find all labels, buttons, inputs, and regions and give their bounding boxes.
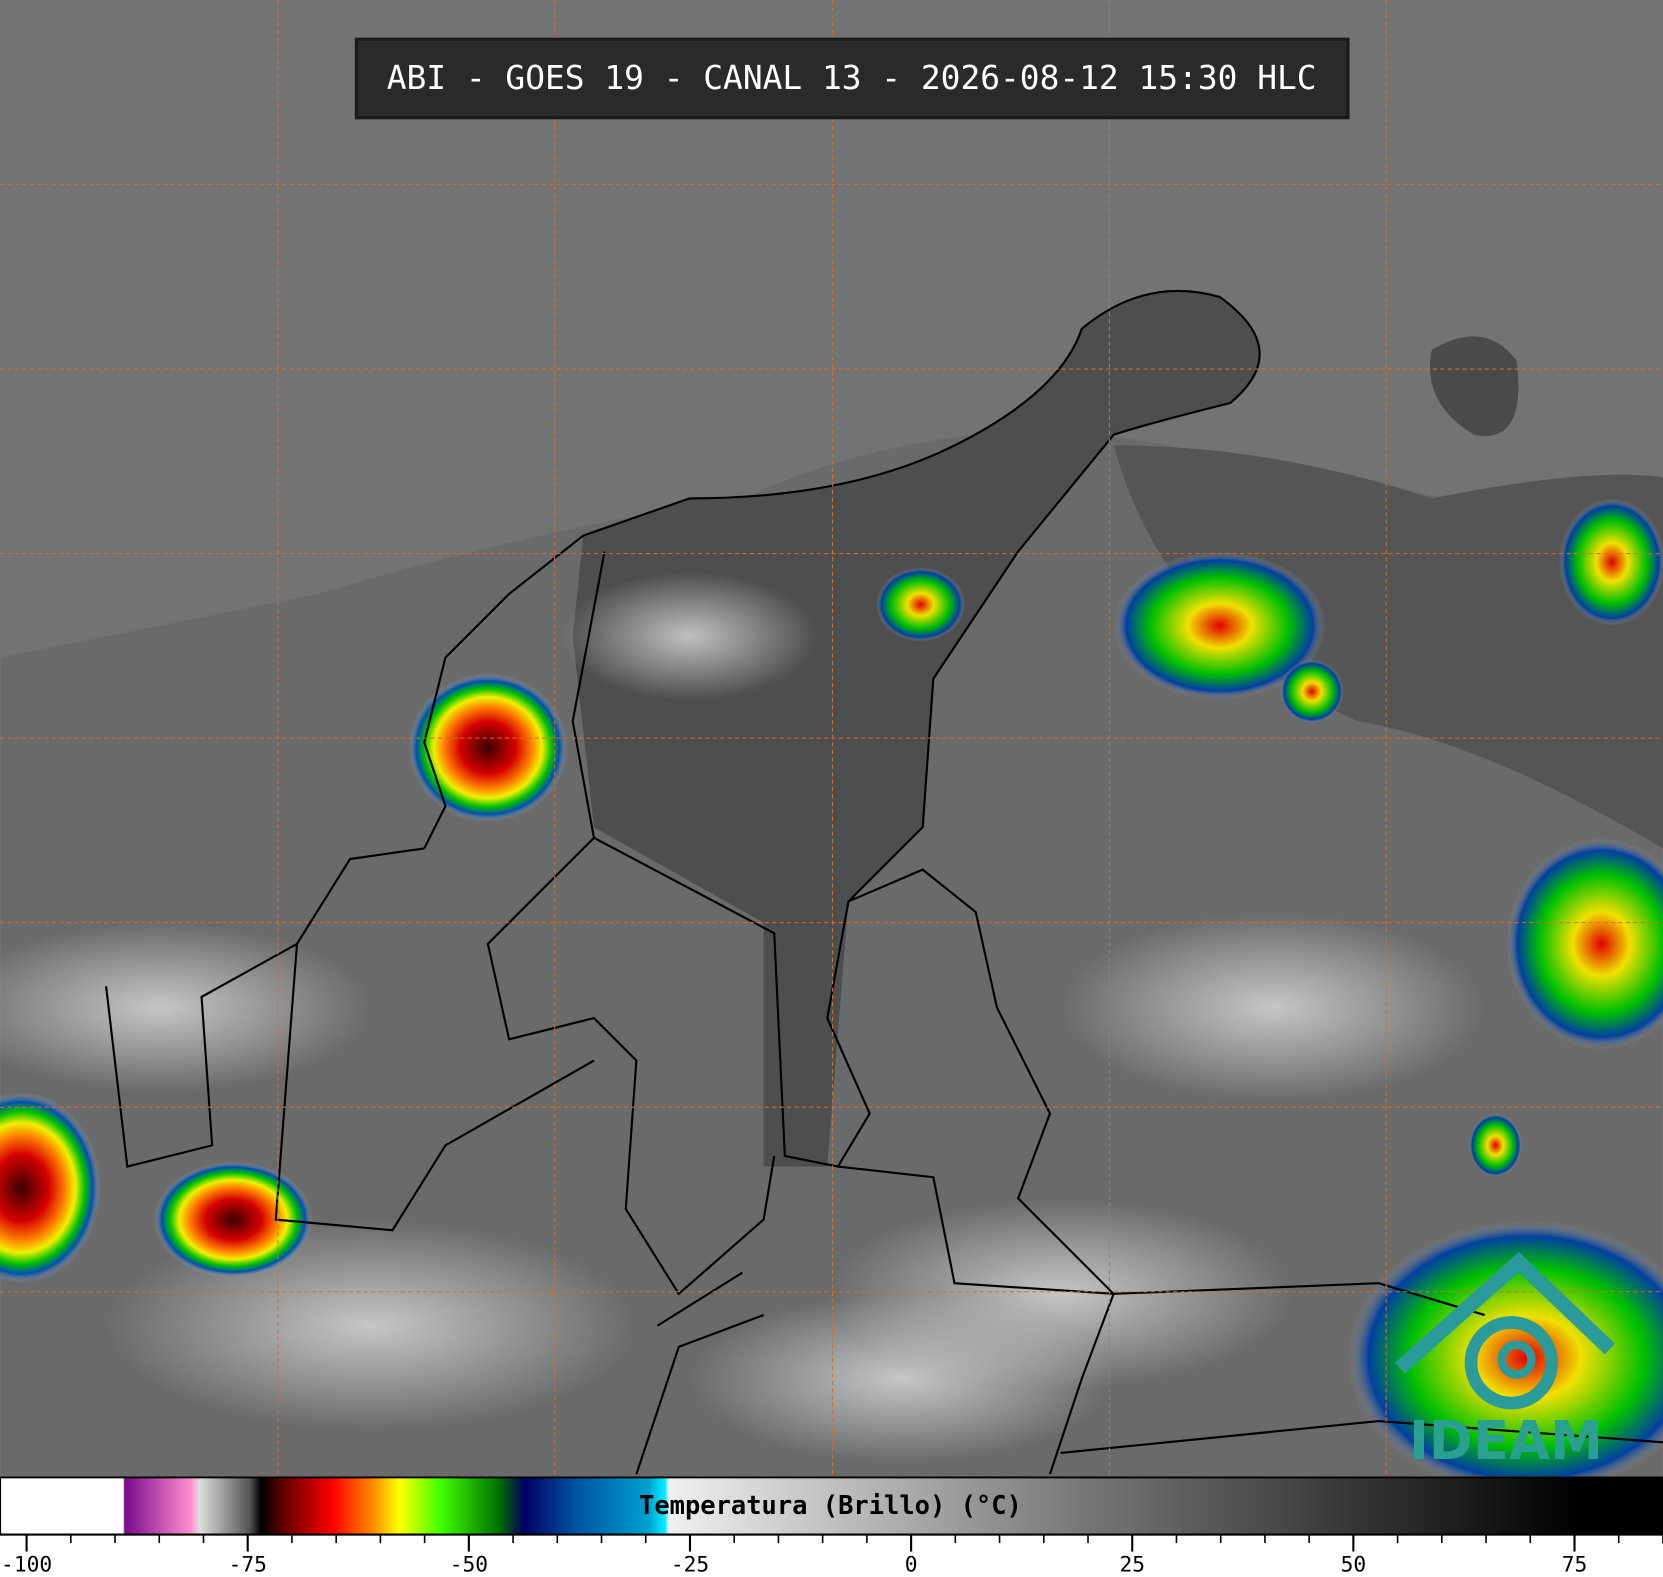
tick-label: -75 <box>229 1552 267 1577</box>
logo-text: IDEAM <box>1409 1410 1603 1472</box>
colorbar-axis: -100 -75 -50 -25 0 25 50 75 <box>1 1534 1663 1577</box>
graticule <box>0 0 1663 1477</box>
tick-label: 75 <box>1562 1552 1588 1577</box>
tick-label: 0 <box>905 1552 918 1577</box>
title: ABI - GOES 19 - CANAL 13 - 2026-08-12 15… <box>387 58 1317 97</box>
colorbar-label: Temperatura (Brillo) (°C) <box>639 1491 1022 1521</box>
title-box <box>354 37 1350 120</box>
logo: IDEAM <box>1394 1251 1616 1472</box>
tick-label: 25 <box>1119 1552 1145 1577</box>
colorbar <box>0 1476 1663 1536</box>
map <box>0 0 1663 1496</box>
tick-label: -50 <box>450 1552 488 1577</box>
tick-label: -100 <box>1 1552 52 1577</box>
tick-label: 50 <box>1341 1552 1367 1577</box>
tick-label: -25 <box>671 1552 709 1577</box>
